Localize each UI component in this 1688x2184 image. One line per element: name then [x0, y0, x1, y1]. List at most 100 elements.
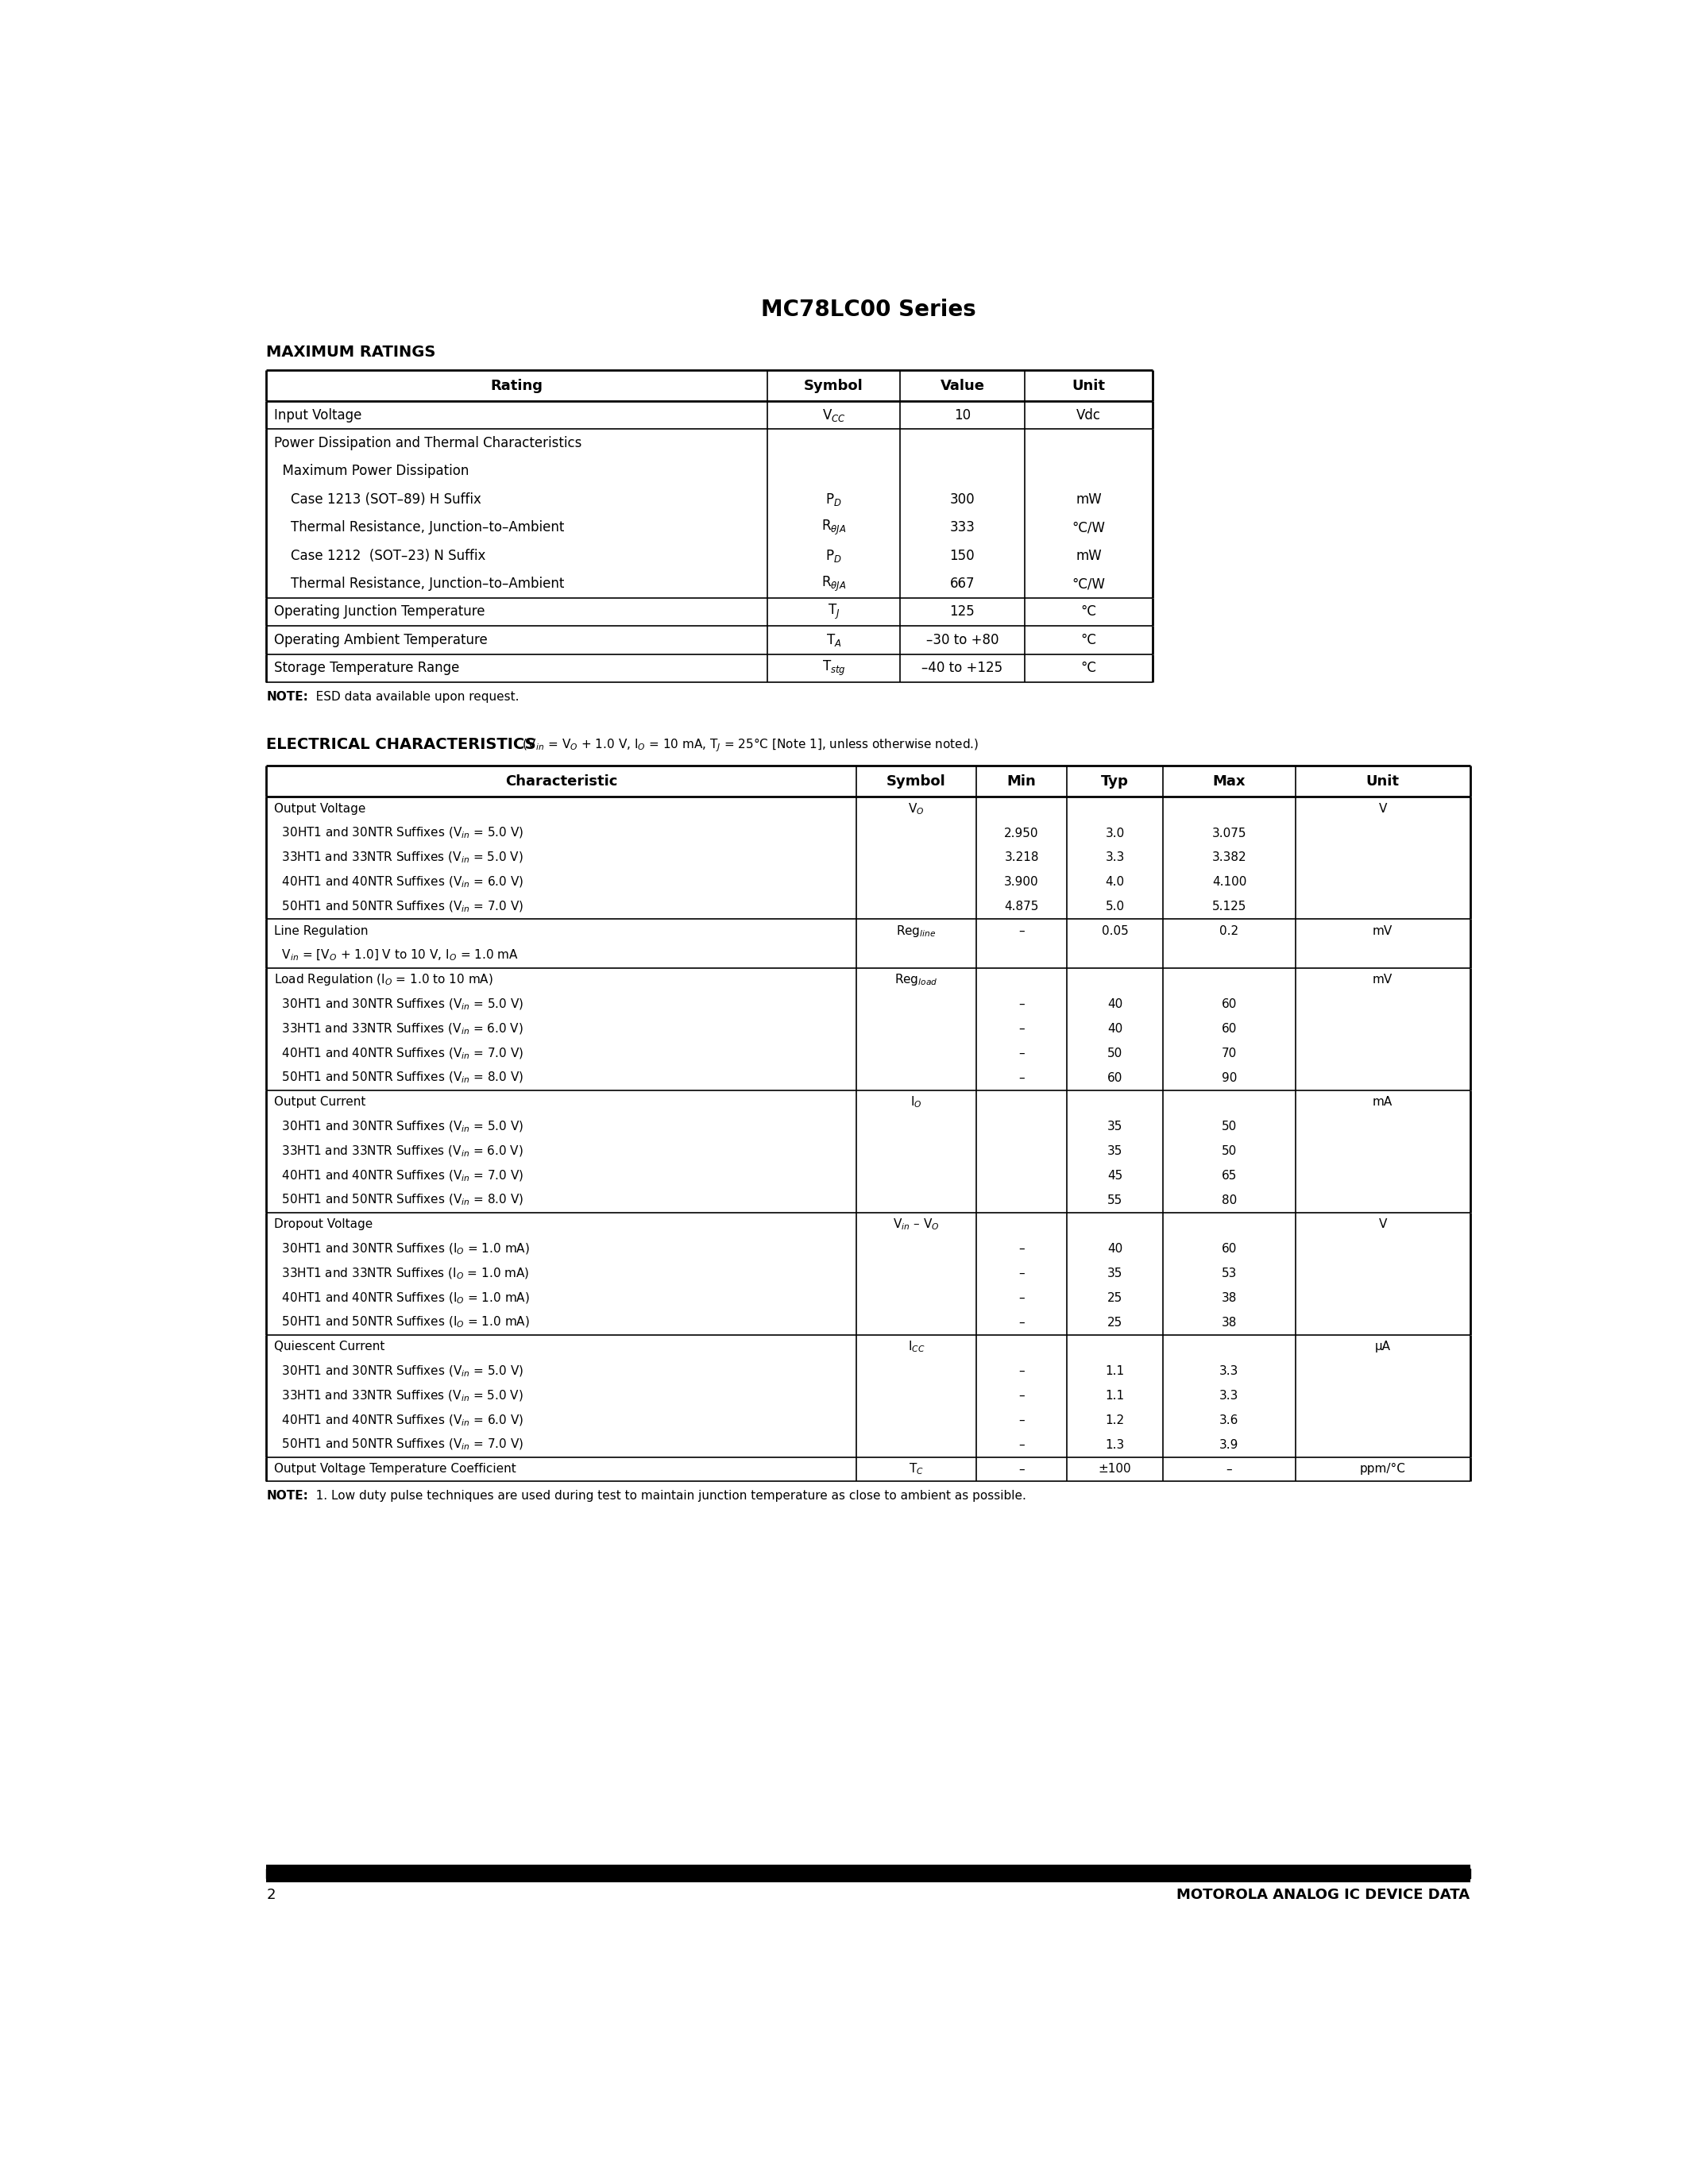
Text: 3.6: 3.6	[1219, 1415, 1239, 1426]
Text: 33HT1 and 33NTR Suffixes (V$_{in}$ = 6.0 V): 33HT1 and 33NTR Suffixes (V$_{in}$ = 6.0…	[273, 1022, 523, 1035]
Text: 53: 53	[1222, 1267, 1237, 1280]
Text: –: –	[1018, 998, 1025, 1011]
Text: mV: mV	[1372, 974, 1393, 985]
Text: 2: 2	[267, 1889, 275, 1902]
Text: ±100: ±100	[1099, 1463, 1131, 1474]
Text: 40: 40	[1107, 1243, 1123, 1256]
Text: –: –	[1018, 1365, 1025, 1378]
Text: V$_{in}$ – V$_O$: V$_{in}$ – V$_O$	[893, 1216, 940, 1232]
Text: I$_{CC}$: I$_{CC}$	[908, 1339, 925, 1354]
Text: –: –	[1225, 1463, 1232, 1474]
Text: Value: Value	[940, 378, 984, 393]
Text: 33HT1 and 33NTR Suffixes (V$_{in}$ = 5.0 V): 33HT1 and 33NTR Suffixes (V$_{in}$ = 5.0…	[273, 850, 523, 865]
Text: Output Voltage Temperature Coefficient: Output Voltage Temperature Coefficient	[273, 1463, 517, 1474]
Text: Characteristic: Characteristic	[505, 773, 618, 788]
Text: 40HT1 and 40NTR Suffixes (I$_O$ = 1.0 mA): 40HT1 and 40NTR Suffixes (I$_O$ = 1.0 mA…	[273, 1291, 530, 1306]
Text: 90: 90	[1222, 1072, 1237, 1083]
Text: T$_J$: T$_J$	[827, 603, 841, 620]
Text: 60: 60	[1107, 1072, 1123, 1083]
Text: Vdc: Vdc	[1077, 408, 1101, 422]
Text: °C/W: °C/W	[1072, 520, 1106, 535]
Text: T$_A$: T$_A$	[825, 631, 842, 649]
Text: 30HT1 and 30NTR Suffixes (V$_{in}$ = 5.0 V): 30HT1 and 30NTR Suffixes (V$_{in}$ = 5.0…	[273, 826, 523, 841]
Text: Unit: Unit	[1366, 773, 1399, 788]
Text: Symbol: Symbol	[803, 378, 864, 393]
Text: 3.218: 3.218	[1004, 852, 1038, 863]
Text: Quiescent Current: Quiescent Current	[273, 1341, 385, 1352]
Text: 50HT1 and 50NTR Suffixes (I$_O$ = 1.0 mA): 50HT1 and 50NTR Suffixes (I$_O$ = 1.0 mA…	[273, 1315, 530, 1330]
Text: 50: 50	[1222, 1144, 1237, 1158]
Text: Input Voltage: Input Voltage	[273, 408, 361, 422]
Text: Load Regulation (I$_O$ = 1.0 to 10 mA): Load Regulation (I$_O$ = 1.0 to 10 mA)	[273, 972, 493, 987]
Text: Output Voltage: Output Voltage	[273, 804, 365, 815]
Text: –: –	[1018, 926, 1025, 937]
Text: Symbol: Symbol	[886, 773, 945, 788]
Text: Operating Junction Temperature: Operating Junction Temperature	[273, 605, 484, 618]
Text: –: –	[1018, 1072, 1025, 1083]
Text: V: V	[1379, 1219, 1388, 1230]
Text: 3.9: 3.9	[1219, 1439, 1239, 1450]
Text: T$_C$: T$_C$	[908, 1461, 923, 1476]
Text: P$_D$: P$_D$	[825, 491, 842, 507]
Text: °C: °C	[1080, 605, 1097, 618]
Text: 50: 50	[1222, 1120, 1237, 1133]
Text: MC78LC00 Series: MC78LC00 Series	[761, 299, 976, 321]
Text: 2.950: 2.950	[1004, 828, 1038, 839]
Text: Maximum Power Dissipation: Maximum Power Dissipation	[273, 463, 469, 478]
Text: 1.1: 1.1	[1106, 1389, 1124, 1402]
Text: 50: 50	[1107, 1048, 1123, 1059]
Text: Case 1212  (SOT–23) N Suffix: Case 1212 (SOT–23) N Suffix	[273, 548, 486, 563]
Text: 40: 40	[1107, 998, 1123, 1011]
Text: 150: 150	[950, 548, 976, 563]
Text: –30 to +80: –30 to +80	[927, 633, 999, 646]
Text: Unit: Unit	[1072, 378, 1106, 393]
Text: 70: 70	[1222, 1048, 1237, 1059]
Text: 80: 80	[1222, 1195, 1237, 1206]
Text: mV: mV	[1372, 926, 1393, 937]
Text: 667: 667	[950, 577, 974, 592]
Text: –: –	[1018, 1317, 1025, 1328]
Text: 333: 333	[950, 520, 976, 535]
Text: –: –	[1018, 1293, 1025, 1304]
Text: mA: mA	[1372, 1096, 1393, 1107]
Text: 50HT1 and 50NTR Suffixes (V$_{in}$ = 7.0 V): 50HT1 and 50NTR Suffixes (V$_{in}$ = 7.0…	[273, 1437, 523, 1452]
Text: 4.0: 4.0	[1106, 876, 1124, 889]
Text: 3.3: 3.3	[1219, 1389, 1239, 1402]
Text: Case 1213 (SOT–89) H Suffix: Case 1213 (SOT–89) H Suffix	[273, 491, 481, 507]
Text: 35: 35	[1107, 1267, 1123, 1280]
Text: I$_O$: I$_O$	[910, 1094, 922, 1109]
Text: Line Regulation: Line Regulation	[273, 926, 368, 937]
Text: –: –	[1018, 1389, 1025, 1402]
Text: μA: μA	[1374, 1341, 1391, 1352]
Text: °C: °C	[1080, 633, 1097, 646]
Text: Min: Min	[1008, 773, 1036, 788]
Text: V$_{in}$ = [V$_O$ + 1.0] V to 10 V, I$_O$ = 1.0 mA: V$_{in}$ = [V$_O$ + 1.0] V to 10 V, I$_O…	[273, 948, 518, 963]
Text: 25: 25	[1107, 1293, 1123, 1304]
Text: 5.0: 5.0	[1106, 900, 1124, 913]
Text: 1. Low duty pulse techniques are used during test to maintain junction temperatu: 1. Low duty pulse techniques are used du…	[304, 1489, 1026, 1503]
Text: 300: 300	[950, 491, 976, 507]
Text: 1.3: 1.3	[1106, 1439, 1124, 1450]
Text: 50HT1 and 50NTR Suffixes (V$_{in}$ = 8.0 V): 50HT1 and 50NTR Suffixes (V$_{in}$ = 8.0…	[273, 1192, 523, 1208]
Text: R$_{\theta JA}$: R$_{\theta JA}$	[822, 574, 846, 592]
Text: Operating Ambient Temperature: Operating Ambient Temperature	[273, 633, 488, 646]
Text: 1.1: 1.1	[1106, 1365, 1124, 1378]
Text: 4.100: 4.100	[1212, 876, 1246, 889]
Text: NOTE:: NOTE:	[267, 1489, 309, 1503]
Text: –: –	[1018, 1243, 1025, 1256]
Text: 30HT1 and 30NTR Suffixes (V$_{in}$ = 5.0 V): 30HT1 and 30NTR Suffixes (V$_{in}$ = 5.0…	[273, 1120, 523, 1133]
Text: 3.3: 3.3	[1219, 1365, 1239, 1378]
Text: 3.3: 3.3	[1106, 852, 1124, 863]
Text: 40HT1 and 40NTR Suffixes (V$_{in}$ = 7.0 V): 40HT1 and 40NTR Suffixes (V$_{in}$ = 7.0…	[273, 1046, 523, 1061]
Text: (V$_{in}$ = V$_O$ + 1.0 V, I$_O$ = 10 mA, T$_J$ = 25°C [Note 1], unless otherwis: (V$_{in}$ = V$_O$ + 1.0 V, I$_O$ = 10 mA…	[518, 736, 979, 753]
Text: 60: 60	[1222, 1022, 1237, 1035]
Text: 55: 55	[1107, 1195, 1123, 1206]
Text: 1.2: 1.2	[1106, 1415, 1124, 1426]
Text: 65: 65	[1222, 1171, 1237, 1182]
Text: 3.075: 3.075	[1212, 828, 1246, 839]
Text: 5.125: 5.125	[1212, 900, 1246, 913]
Text: MAXIMUM RATINGS: MAXIMUM RATINGS	[267, 345, 436, 360]
Text: 3.900: 3.900	[1004, 876, 1038, 889]
Text: 35: 35	[1107, 1144, 1123, 1158]
Text: 33HT1 and 33NTR Suffixes (V$_{in}$ = 5.0 V): 33HT1 and 33NTR Suffixes (V$_{in}$ = 5.0…	[273, 1389, 523, 1402]
